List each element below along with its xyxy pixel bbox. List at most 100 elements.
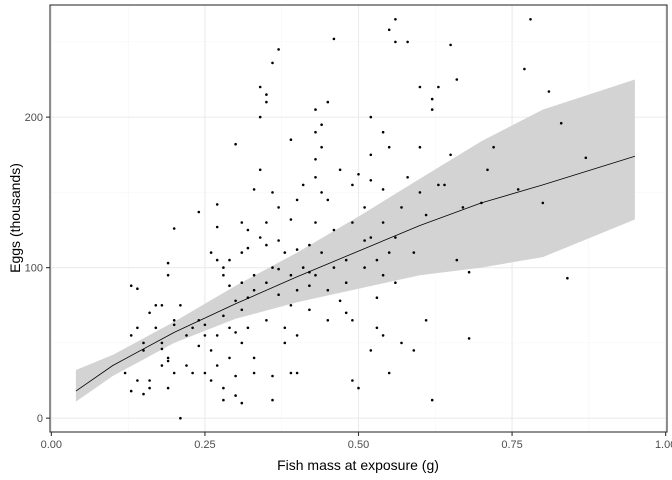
data-point — [369, 349, 373, 352]
data-point — [295, 334, 299, 337]
data-point — [523, 67, 526, 71]
data-point — [197, 344, 201, 348]
data-point — [228, 258, 231, 262]
data-point — [258, 115, 262, 119]
data-point — [443, 183, 446, 187]
data-point — [258, 168, 262, 172]
data-point — [129, 334, 133, 337]
data-point — [166, 359, 170, 363]
data-point — [541, 201, 545, 205]
data-point — [529, 18, 532, 21]
data-point — [301, 266, 305, 269]
data-point — [387, 145, 391, 149]
data-point — [332, 37, 336, 41]
data-point — [179, 416, 182, 420]
data-point — [301, 183, 305, 187]
confidence-ribbon — [75, 79, 635, 402]
data-point — [344, 311, 348, 315]
data-point — [166, 261, 170, 265]
data-point — [381, 334, 385, 337]
data-point — [215, 364, 219, 367]
y-tick-label: 100 — [25, 263, 43, 275]
data-point — [308, 243, 311, 247]
data-point — [394, 281, 397, 285]
data-point — [166, 356, 170, 360]
data-point — [314, 273, 317, 277]
data-point — [394, 18, 397, 21]
data-point — [363, 206, 366, 209]
data-point — [265, 281, 268, 285]
data-point — [222, 314, 225, 318]
data-point — [265, 243, 268, 247]
data-point — [222, 266, 225, 269]
data-point — [136, 326, 139, 330]
data-point — [289, 218, 293, 221]
data-point — [215, 203, 219, 206]
data-point — [492, 145, 495, 149]
x-tick-label: 0.00 — [41, 439, 62, 451]
data-point — [271, 374, 274, 378]
data-point — [160, 304, 164, 307]
data-point — [246, 326, 250, 330]
data-point — [240, 308, 244, 312]
data-point — [289, 371, 293, 375]
data-point — [240, 281, 244, 285]
data-point — [516, 188, 520, 191]
data-point — [486, 168, 489, 172]
data-point — [136, 379, 139, 382]
data-point — [185, 334, 188, 337]
data-point — [363, 266, 366, 269]
y-axis: 0 100 200 — [25, 112, 50, 425]
data-point — [559, 121, 563, 125]
data-point — [437, 85, 440, 89]
data-point — [129, 284, 133, 288]
data-point — [295, 371, 299, 375]
fitted-trend-line — [75, 155, 636, 392]
data-point — [228, 284, 231, 288]
data-point — [295, 198, 299, 202]
data-point — [271, 191, 274, 194]
data-point — [160, 341, 164, 345]
data-point — [265, 319, 268, 322]
data-point — [566, 276, 569, 280]
data-point — [375, 326, 379, 330]
data-point — [406, 40, 409, 44]
data-point — [277, 48, 280, 51]
data-point — [424, 319, 428, 322]
data-point — [308, 284, 311, 288]
data-point — [326, 198, 330, 202]
data-point — [314, 130, 317, 134]
data-point — [449, 153, 452, 157]
data-point — [381, 188, 385, 191]
data-point — [381, 130, 385, 134]
data-point — [234, 394, 237, 397]
x-tick-label: 1.00 — [655, 439, 672, 451]
data-point — [381, 221, 385, 224]
data-point — [326, 288, 330, 292]
y-tick-label: 0 — [37, 413, 43, 425]
data-point — [363, 239, 366, 242]
data-point — [191, 326, 194, 330]
data-point — [381, 273, 385, 277]
data-point — [387, 251, 391, 254]
data-point — [338, 168, 342, 172]
data-point — [320, 123, 323, 126]
data-point — [424, 213, 428, 217]
data-point — [547, 90, 551, 93]
data-point — [326, 319, 330, 322]
data-point — [222, 386, 225, 390]
data-point — [289, 304, 293, 307]
data-point — [351, 221, 354, 224]
data-point — [228, 356, 231, 360]
data-point — [412, 251, 416, 254]
data-point — [234, 142, 237, 146]
data-point — [308, 308, 311, 312]
data-point — [246, 228, 250, 232]
data-point — [197, 210, 201, 214]
data-point — [320, 251, 323, 254]
data-point — [394, 40, 397, 44]
data-point — [148, 379, 151, 382]
data-point — [584, 156, 588, 160]
data-point — [203, 371, 207, 375]
data-point — [375, 258, 379, 262]
